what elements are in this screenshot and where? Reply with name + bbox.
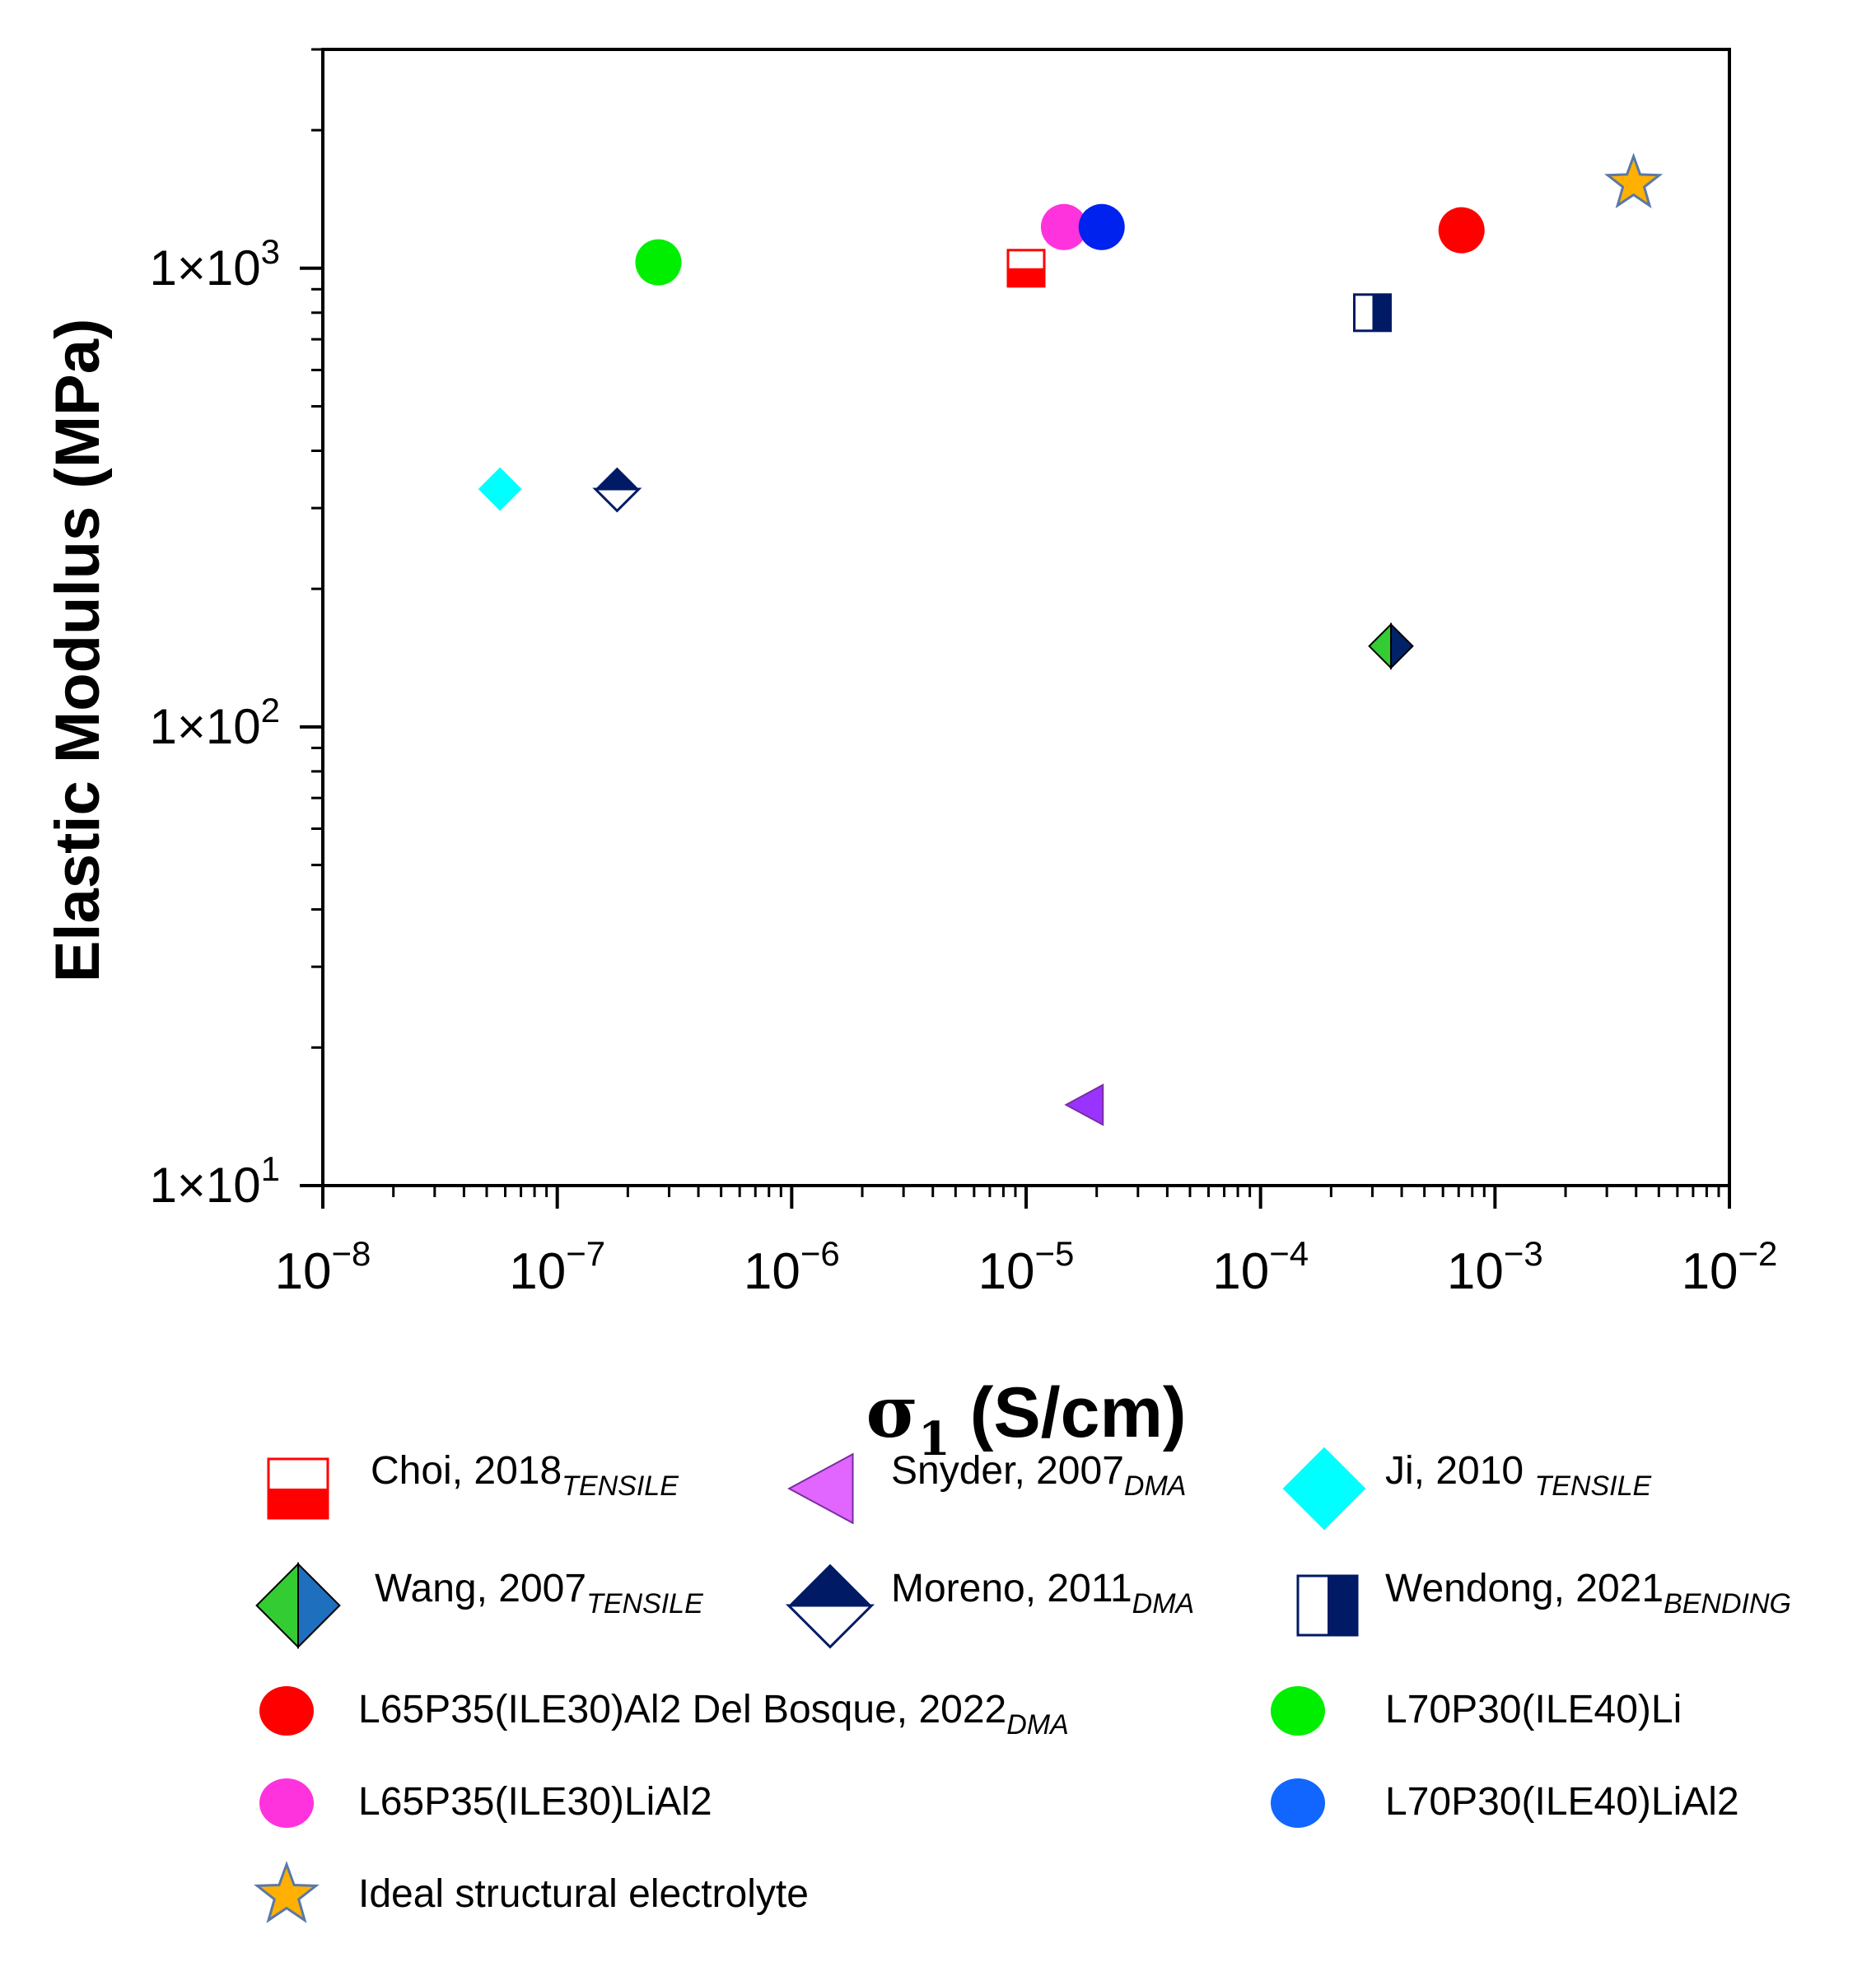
- circle-marker: [259, 1686, 314, 1736]
- data-point: [1352, 293, 1392, 333]
- data-point: [1438, 207, 1485, 254]
- legend-label: Ji, 2010 TENSILE: [1385, 1449, 1651, 1502]
- data-point: [1006, 249, 1046, 288]
- data-point: [478, 467, 522, 511]
- legend-item: L70P30(ILE40)LiAl2: [1271, 1778, 1739, 1828]
- marks-layer: [478, 152, 1664, 1126]
- data-point: [592, 467, 642, 513]
- circle-marker: [1078, 203, 1125, 250]
- circle-marker: [1271, 1686, 1325, 1736]
- legend-item: L70P30(ILE40)Li: [1271, 1686, 1682, 1736]
- data-point: [1604, 152, 1664, 209]
- x-axis-title: σ1 (S/cm): [866, 1371, 1186, 1466]
- diamond-marker-top: [788, 1564, 872, 1605]
- legend-item: Moreno, 2011DMA: [785, 1564, 1194, 1649]
- x-tick-label: 10−5: [978, 1234, 1075, 1300]
- data-point: [1078, 203, 1125, 250]
- diamond-marker: [478, 467, 522, 511]
- legend-item: Wendong, 2021BENDING: [1296, 1567, 1791, 1637]
- data-point: [1064, 1084, 1104, 1126]
- legend-label: Ideal structural electrolyte: [358, 1872, 809, 1916]
- legend-label: Wendong, 2021BENDING: [1385, 1567, 1791, 1619]
- circle-marker: [1438, 207, 1485, 254]
- plot-frame: [321, 48, 1731, 1187]
- star-marker: [1604, 152, 1664, 209]
- circle-marker: [1271, 1778, 1325, 1828]
- diamond-marker-right: [297, 1562, 341, 1649]
- legend-label: Snyder, 2007DMA: [891, 1449, 1186, 1502]
- circle-marker: [635, 239, 682, 286]
- legend-label: Moreno, 2011DMA: [891, 1567, 1194, 1619]
- legend-label: L65P35(ILE30)LiAl2: [358, 1780, 712, 1824]
- circle-marker: [259, 1778, 314, 1828]
- x-tick-label: 10−7: [509, 1234, 605, 1300]
- legend-item: Wang, 2007TENSILE: [255, 1562, 703, 1649]
- data-point: [1040, 203, 1087, 250]
- diamond-marker-right: [1390, 622, 1414, 670]
- legend-label: Choi, 2018TENSILE: [371, 1449, 679, 1502]
- y-tick-label: 1×102: [149, 691, 280, 754]
- y-tick-label: 1×103: [149, 232, 280, 296]
- legend-item: L65P35(ILE30)Al2 Del Bosque, 2022DMA: [259, 1686, 1069, 1741]
- legend-item: L65P35(ILE30)LiAl2: [259, 1778, 712, 1828]
- diamond-marker-left: [255, 1562, 299, 1649]
- diamond-marker-bottom: [785, 1604, 875, 1649]
- y-axis-title: Elastic Modulus (MPa): [43, 319, 113, 983]
- legend-label: L65P35(ILE30)Al2 Del Bosque, 2022DMA: [358, 1688, 1069, 1741]
- legend: Choi, 2018TENSILE Snyder, 2007DMA Ji, 2010…: [254, 1447, 1791, 1923]
- diamond-marker-left: [1368, 622, 1393, 670]
- legend-label: L70P30(ILE40)Li: [1385, 1688, 1682, 1731]
- square-marker-fill: [1328, 1576, 1357, 1635]
- triangle-marker: [1064, 1084, 1104, 1126]
- legend-label: Wang, 2007TENSILE: [375, 1567, 703, 1619]
- legend-label: L70P30(ILE40)LiAl2: [1385, 1780, 1739, 1824]
- diamond-marker-bottom: [592, 487, 642, 513]
- triangle-marker: [787, 1452, 854, 1525]
- x-tick-label: 10−3: [1447, 1234, 1543, 1300]
- data-point: [635, 239, 682, 286]
- diamond-marker: [1282, 1447, 1366, 1531]
- legend-item: Snyder, 2007DMA: [787, 1449, 1186, 1525]
- legend-item: Ji, 2010 TENSILE: [1282, 1447, 1651, 1531]
- x-tick-label: 10−4: [1212, 1234, 1309, 1300]
- x-tick-label: 10−6: [744, 1234, 840, 1300]
- square-marker-fill: [1372, 294, 1391, 331]
- y-tick-label: 1×101: [149, 1149, 280, 1213]
- legend-item: Choi, 2018TENSILE: [267, 1449, 679, 1520]
- circle-marker: [1040, 203, 1087, 250]
- square-marker-fill: [1008, 268, 1044, 287]
- square-marker-fill: [268, 1489, 328, 1518]
- x-tick-label: 10−2: [1682, 1234, 1778, 1300]
- diamond-marker-top: [595, 467, 639, 490]
- legend-item: Ideal structural electrolyte: [254, 1861, 809, 1923]
- axes-layer: 10−8 10−7 10−6 10−5 10−4 10−3 10−2 1×101 1×102 1×…: [43, 48, 1778, 1466]
- x-tick-label: 10−8: [275, 1234, 371, 1300]
- data-point: [1368, 622, 1414, 670]
- star-marker: [254, 1861, 320, 1923]
